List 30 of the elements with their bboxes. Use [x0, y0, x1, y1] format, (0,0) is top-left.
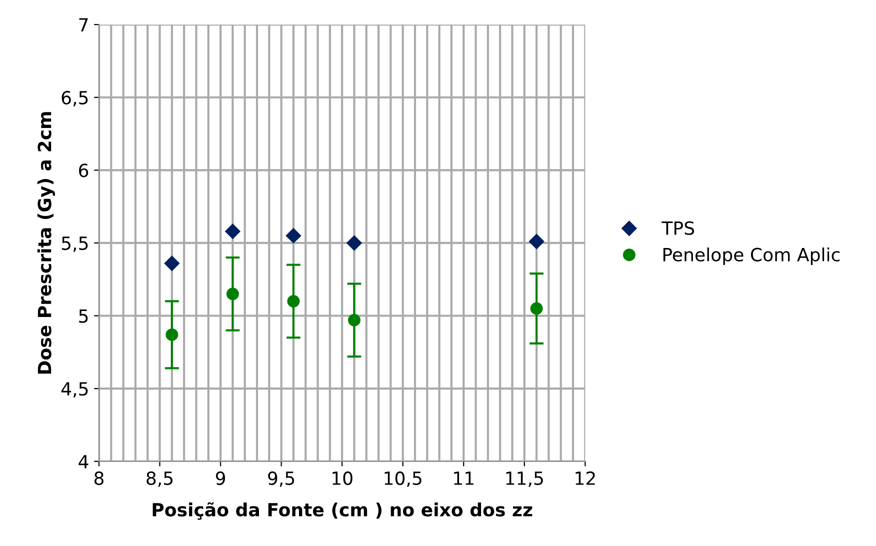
- y-tick-label: 4,5: [61, 382, 88, 398]
- point: [226, 288, 239, 300]
- y-tick-label: 5,5: [62, 236, 88, 252]
- point: [348, 314, 360, 326]
- point: [225, 224, 240, 239]
- point: [346, 235, 362, 251]
- y-axis-title: Dose Prescrita (Gy) a 2cm: [37, 112, 55, 374]
- x-tick-label: 10,5: [384, 471, 422, 487]
- x-tick-label: 11,5: [506, 472, 543, 487]
- point: [530, 302, 543, 315]
- y-tick-label: 4: [78, 455, 88, 468]
- x-tick-label: 12: [576, 471, 595, 485]
- x-tick-label: 8: [94, 471, 104, 486]
- point: [287, 294, 300, 308]
- legend-label: Penelope Com Aplic: [663, 247, 840, 265]
- y-tick-label: 5: [79, 309, 88, 323]
- y-tick-label: 6: [79, 164, 88, 178]
- x-tick-label: 9: [216, 471, 226, 486]
- legend-label: TPS: [662, 221, 694, 235]
- x-axis-title: Posição da Fonte (cm ) no eixo dos zz: [152, 502, 532, 520]
- x-tick-label: 8,5: [146, 471, 173, 487]
- y-tick-label: 7: [79, 18, 88, 32]
- x-tick-label: 11: [454, 472, 474, 485]
- x-tick-label: 9,5: [268, 471, 294, 487]
- x-tick-label: 10: [332, 471, 352, 486]
- point: [286, 228, 302, 244]
- point: [164, 256, 180, 271]
- y-tick-label: 6,5: [62, 90, 88, 106]
- point: [528, 234, 544, 250]
- point: [166, 328, 178, 341]
